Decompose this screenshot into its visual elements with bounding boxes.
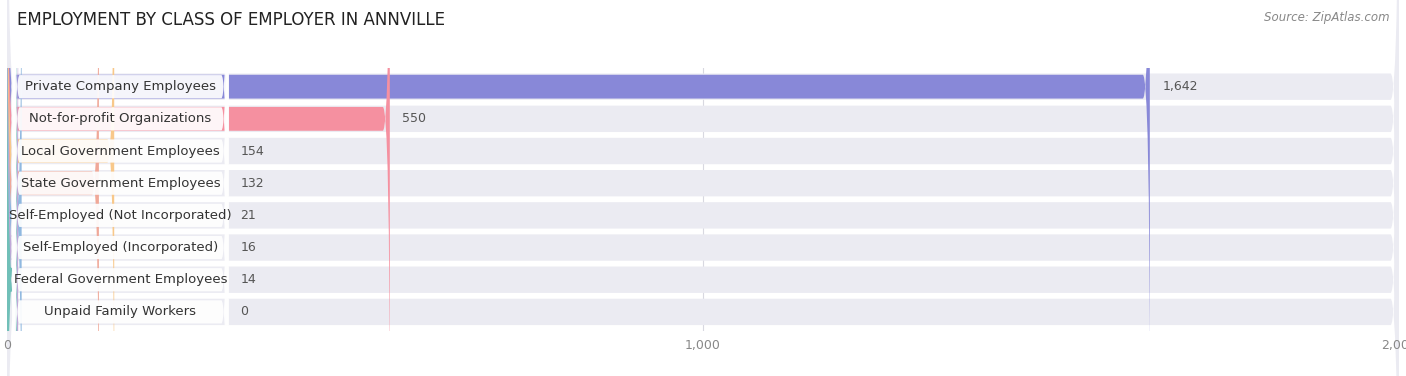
- FancyBboxPatch shape: [7, 0, 17, 376]
- Text: EMPLOYMENT BY CLASS OF EMPLOYER IN ANNVILLE: EMPLOYMENT BY CLASS OF EMPLOYER IN ANNVI…: [17, 11, 444, 29]
- Text: 16: 16: [240, 241, 256, 254]
- Text: Private Company Employees: Private Company Employees: [25, 80, 217, 93]
- FancyBboxPatch shape: [7, 0, 1399, 376]
- FancyBboxPatch shape: [13, 0, 228, 376]
- Text: Self-Employed (Not Incorporated): Self-Employed (Not Incorporated): [10, 209, 232, 222]
- FancyBboxPatch shape: [7, 0, 1399, 376]
- FancyBboxPatch shape: [7, 0, 18, 376]
- Text: 550: 550: [402, 112, 426, 125]
- Text: Source: ZipAtlas.com: Source: ZipAtlas.com: [1264, 11, 1389, 24]
- FancyBboxPatch shape: [7, 0, 114, 376]
- Text: 132: 132: [240, 177, 264, 190]
- Text: 1,642: 1,642: [1163, 80, 1198, 93]
- FancyBboxPatch shape: [7, 0, 1150, 376]
- Text: Self-Employed (Incorporated): Self-Employed (Incorporated): [22, 241, 218, 254]
- FancyBboxPatch shape: [7, 0, 1399, 376]
- Text: State Government Employees: State Government Employees: [21, 177, 221, 190]
- FancyBboxPatch shape: [13, 0, 228, 376]
- FancyBboxPatch shape: [13, 0, 228, 376]
- Text: Local Government Employees: Local Government Employees: [21, 144, 219, 158]
- Text: 21: 21: [240, 209, 256, 222]
- FancyBboxPatch shape: [13, 0, 228, 376]
- Text: Not-for-profit Organizations: Not-for-profit Organizations: [30, 112, 211, 125]
- FancyBboxPatch shape: [7, 0, 98, 376]
- FancyBboxPatch shape: [7, 0, 21, 376]
- FancyBboxPatch shape: [7, 0, 1399, 376]
- FancyBboxPatch shape: [7, 0, 1399, 376]
- Text: Unpaid Family Workers: Unpaid Family Workers: [45, 305, 197, 318]
- Text: Federal Government Employees: Federal Government Employees: [14, 273, 228, 286]
- FancyBboxPatch shape: [7, 0, 1399, 376]
- FancyBboxPatch shape: [13, 0, 228, 376]
- FancyBboxPatch shape: [13, 2, 228, 376]
- FancyBboxPatch shape: [7, 0, 389, 376]
- FancyBboxPatch shape: [7, 0, 1399, 376]
- FancyBboxPatch shape: [13, 0, 228, 376]
- Text: 154: 154: [240, 144, 264, 158]
- FancyBboxPatch shape: [7, 0, 1399, 376]
- Text: 14: 14: [240, 273, 256, 286]
- FancyBboxPatch shape: [13, 0, 228, 376]
- Text: 0: 0: [240, 305, 249, 318]
